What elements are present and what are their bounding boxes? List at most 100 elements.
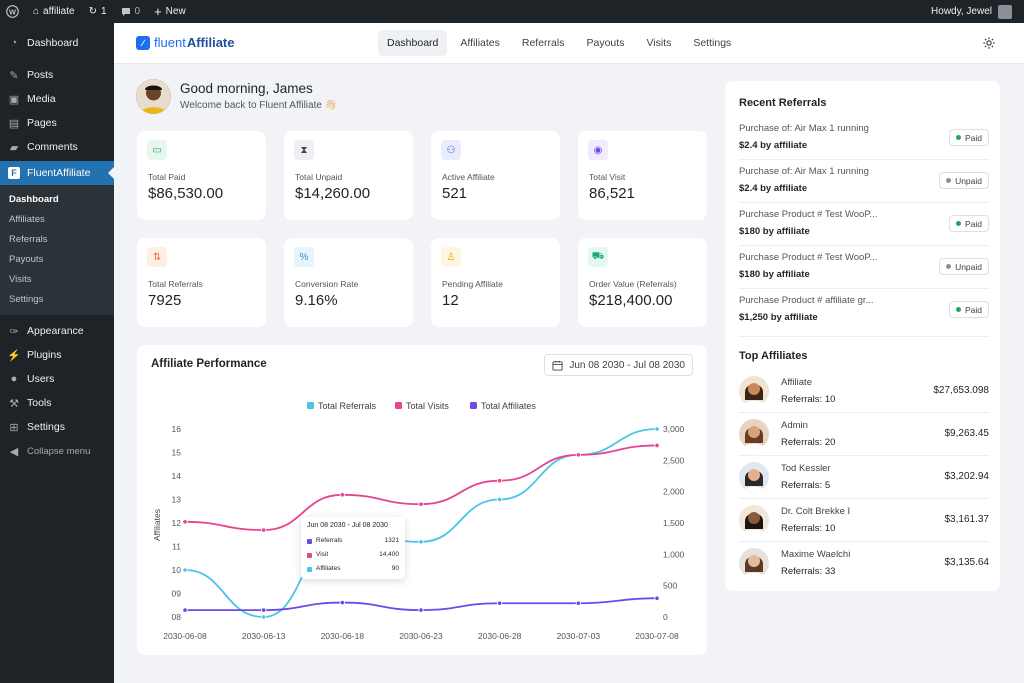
- tab-referrals[interactable]: Referrals: [521, 37, 565, 49]
- data-point[interactable]: [575, 452, 581, 458]
- referral-row[interactable]: Purchase Product # Test WooP... $180 by a…: [739, 203, 989, 246]
- refresh-icon: ↻: [88, 6, 97, 17]
- y-left-tick-label: 11: [172, 542, 181, 552]
- collapse-menu-button[interactable]: ◀ Collapse menu: [0, 439, 114, 463]
- data-point[interactable]: [654, 442, 660, 449]
- sidebar-item-pages[interactable]: ▤ Pages: [0, 111, 114, 135]
- fluent-affiliate-logo[interactable]: ∕ fluent Affiliate: [136, 35, 234, 50]
- legend-item[interactable]: Total Visits: [395, 401, 449, 411]
- submenu-item-referrals[interactable]: Referrals: [9, 233, 48, 245]
- status-dot-icon: [946, 264, 952, 269]
- recent-referrals-title: Recent Referrals: [739, 97, 827, 109]
- svg-text:W: W: [9, 7, 16, 16]
- chart-title: Affiliate Performance: [151, 358, 267, 370]
- stat-card-conversion-rate: % Conversion Rate 9.16%: [284, 238, 413, 327]
- tab-payouts[interactable]: Payouts: [586, 37, 625, 49]
- fluentaffiliate-icon: F: [8, 167, 20, 179]
- referral-row[interactable]: Purchase of: Air Max 1 running $2.4 by af…: [739, 117, 989, 160]
- data-point[interactable]: [575, 600, 581, 606]
- status-text: Paid: [964, 304, 982, 315]
- data-point[interactable]: [261, 527, 267, 533]
- sidebar-item-label: Media: [27, 93, 56, 105]
- legend-item[interactable]: Total Affiliates: [470, 401, 536, 411]
- collapse-icon: ◀: [9, 445, 19, 458]
- stat-label: Total Unpaid: [295, 172, 343, 182]
- status-dot-icon: [946, 178, 952, 183]
- referral-name: Purchase Product # Test WooP...: [739, 252, 878, 263]
- data-point[interactable]: [654, 595, 660, 601]
- y-right-tick-label: 3,000: [663, 424, 685, 434]
- sidebar-item-fluentaffiliate[interactable]: F FluentAffiliate: [0, 161, 114, 185]
- submenu-item-affiliates[interactable]: Affiliates: [9, 213, 45, 225]
- referral-row[interactable]: Purchase Product # affiliate gr... $1,250…: [739, 289, 989, 332]
- submenu-item-payouts[interactable]: Payouts: [9, 253, 44, 265]
- x-tick-label: 2030-06-23: [399, 631, 443, 641]
- wordpress-logo-icon[interactable]: W: [0, 0, 26, 23]
- y-axis-label: Affiliates: [152, 509, 162, 541]
- sidebar-item-label: Settings: [27, 421, 65, 433]
- status-badge: Paid: [948, 129, 989, 146]
- data-point[interactable]: [497, 478, 503, 484]
- data-point[interactable]: [261, 614, 267, 620]
- date-range-picker[interactable]: Jun 08 2030 - Jul 08 2030: [544, 354, 693, 376]
- tooltip-value: 90: [391, 565, 399, 572]
- gear-icon[interactable]: [982, 36, 996, 50]
- submenu-item-dashboard[interactable]: Dashboard: [9, 193, 59, 205]
- y-left-tick-label: 15: [172, 448, 182, 458]
- y-right-tick-label: 2,000: [663, 487, 685, 497]
- tab-visits[interactable]: Visits: [646, 37, 672, 49]
- sidebar-item-settings[interactable]: ⊞ Settings: [0, 415, 114, 439]
- y-right-tick-label: 2,500: [663, 455, 685, 465]
- data-point[interactable]: [261, 607, 267, 613]
- affiliate-row[interactable]: Affiliate Referrals: 10 $27,653.098: [739, 370, 989, 413]
- affiliate-row[interactable]: Admin Referrals: 20 $9,263.45: [739, 413, 989, 456]
- submenu-item-settings[interactable]: Settings: [9, 293, 44, 305]
- data-point[interactable]: [339, 599, 345, 606]
- site-name-link[interactable]: ⌂ affiliate: [26, 0, 82, 23]
- my-account-link[interactable]: Howdy, Jewel: [931, 4, 1024, 19]
- tooltip-value: 14,400: [379, 551, 399, 558]
- howdy-text: Howdy, Jewel: [931, 6, 992, 17]
- tab-dashboard[interactable]: Dashboard: [378, 30, 448, 56]
- comments-link[interactable]: 0: [114, 0, 148, 23]
- settings-icon: ⊞: [9, 421, 19, 434]
- submenu-item-visits[interactable]: Visits: [9, 273, 32, 285]
- sidebar-item-plugins[interactable]: ⚡ Plugins: [0, 343, 114, 367]
- sidebar-item-media[interactable]: ▣ Media: [0, 87, 114, 111]
- calendar-icon: [552, 360, 563, 371]
- data-point[interactable]: [654, 426, 660, 432]
- data-point[interactable]: [418, 607, 424, 613]
- sidebar-item-users[interactable]: ● Users: [0, 367, 114, 391]
- sidebar-item-dashboard[interactable]: ◔ Dashboard: [0, 31, 114, 55]
- stat-label: Total Visit: [589, 172, 626, 182]
- sidebar-item-posts[interactable]: ✎ Posts: [0, 63, 114, 87]
- affiliate-row[interactable]: Maxime Waelchi Referrals: 33 $3,135.64: [739, 542, 989, 585]
- data-point[interactable]: [418, 539, 424, 545]
- data-point[interactable]: [339, 492, 345, 498]
- affiliate-name: Admin: [781, 420, 808, 431]
- tooltip-label: Visit: [316, 551, 329, 558]
- referral-row[interactable]: Purchase Product # Test WooP... $180 by a…: [739, 246, 989, 289]
- data-point[interactable]: [418, 501, 424, 507]
- legend-item[interactable]: Total Referrals: [307, 401, 377, 411]
- affiliate-row[interactable]: Dr. Colt Brekke I Referrals: 10 $3,161.37: [739, 499, 989, 542]
- data-point[interactable]: [497, 600, 503, 606]
- data-point[interactable]: [182, 567, 188, 573]
- data-point[interactable]: [182, 519, 188, 525]
- affiliate-row[interactable]: Tod Kessler Referrals: 5 $3,202.94: [739, 456, 989, 499]
- y-right-tick-label: 1,000: [663, 549, 685, 559]
- new-content-link[interactable]: + New: [147, 0, 193, 23]
- date-range-text: Jun 08 2030 - Jul 08 2030: [569, 359, 685, 371]
- tab-settings[interactable]: Settings: [693, 37, 732, 49]
- data-point[interactable]: [497, 496, 503, 503]
- collapse-label: Collapse menu: [27, 445, 91, 457]
- tab-affiliates[interactable]: Affiliates: [460, 37, 500, 49]
- plugin-top-nav: ∕ fluent Affiliate Dashboard Affiliates Re…: [114, 23, 1024, 64]
- stat-label: Total Paid: [148, 172, 186, 182]
- updates-link[interactable]: ↻ 1: [82, 0, 114, 23]
- data-point[interactable]: [182, 607, 188, 613]
- sidebar-item-appearance[interactable]: ✑ Appearance: [0, 319, 114, 343]
- sidebar-item-comments[interactable]: ▰ Comments: [0, 135, 114, 159]
- sidebar-item-tools[interactable]: ⚒ Tools: [0, 391, 114, 415]
- referral-row[interactable]: Purchase of: Air Max 1 running $2.4 by af…: [739, 160, 989, 203]
